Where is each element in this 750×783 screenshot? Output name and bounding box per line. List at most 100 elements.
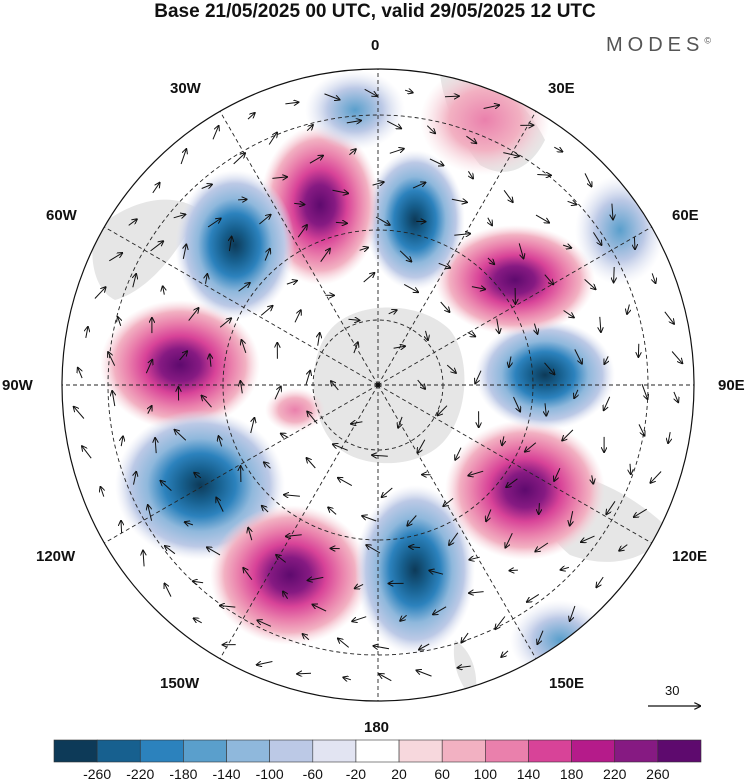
wind-vector bbox=[386, 120, 401, 128]
wind-vector bbox=[163, 286, 165, 295]
wind-vector bbox=[173, 214, 186, 217]
modes-logo: MODES© bbox=[606, 34, 711, 56]
wind-vector bbox=[247, 113, 255, 120]
wind-vector bbox=[121, 436, 123, 447]
wind-vector bbox=[286, 281, 297, 284]
wind-vector bbox=[503, 190, 513, 202]
wind-vector bbox=[403, 283, 418, 292]
wind-vector bbox=[412, 183, 425, 189]
lon-label-0: 0 bbox=[371, 37, 380, 54]
meridian-line bbox=[377, 384, 537, 659]
wind-vector bbox=[443, 498, 454, 506]
lon-label-60w: 60W bbox=[46, 207, 77, 224]
wind-vector bbox=[388, 310, 397, 314]
wind-vector bbox=[409, 547, 421, 548]
wind-vector bbox=[242, 340, 247, 354]
new-zealand-land bbox=[453, 640, 477, 700]
wind-vector bbox=[596, 576, 604, 587]
wind-vector bbox=[143, 551, 144, 567]
colorbar-tick-label: 60 bbox=[434, 766, 450, 782]
wind-vector bbox=[238, 283, 250, 292]
wind-vector bbox=[285, 102, 298, 104]
wind-vector bbox=[433, 606, 447, 615]
wind-vector bbox=[128, 219, 137, 226]
wind-vector bbox=[407, 515, 417, 526]
wind-vector bbox=[630, 463, 631, 474]
wind-vector bbox=[570, 605, 576, 621]
wind-vector bbox=[544, 274, 553, 285]
wind-vector bbox=[634, 508, 647, 517]
south-pole-marker bbox=[375, 382, 381, 388]
wind-vector bbox=[400, 614, 407, 621]
wind-vector bbox=[505, 532, 513, 547]
wind-vector bbox=[250, 418, 255, 434]
wind-vector bbox=[604, 356, 608, 364]
wind-vector bbox=[537, 175, 551, 176]
wind-vector bbox=[574, 389, 578, 398]
wind-vector bbox=[206, 274, 208, 284]
wind-vector bbox=[219, 436, 222, 447]
positive-anomaly bbox=[435, 225, 595, 335]
map-title: Base 21/05/2025 00 UTC, valid 29/05/2025… bbox=[154, 1, 596, 22]
colorbar-tick-label: 260 bbox=[646, 766, 670, 782]
positive-anomaly bbox=[420, 69, 550, 175]
wind-vector bbox=[417, 670, 432, 677]
wind-vector bbox=[294, 310, 301, 323]
wind-vector bbox=[276, 555, 287, 563]
wind-vector bbox=[332, 190, 349, 193]
negative-anomaly bbox=[365, 150, 465, 290]
wind-vector bbox=[94, 287, 106, 299]
wind-vector bbox=[318, 333, 320, 346]
wind-vector bbox=[399, 250, 411, 262]
wind-vector bbox=[581, 535, 595, 542]
wind-vector bbox=[455, 447, 462, 460]
wind-vector bbox=[297, 225, 307, 238]
wind-vector bbox=[562, 245, 571, 248]
wind-vector bbox=[449, 532, 459, 545]
wind-vector bbox=[454, 234, 470, 236]
wind-vector bbox=[375, 216, 390, 225]
wind-vector bbox=[673, 391, 678, 402]
wind-vector bbox=[506, 478, 518, 487]
wind-vector bbox=[101, 487, 104, 497]
colorbar-tick-label: -260 bbox=[83, 766, 112, 782]
wind-vector bbox=[393, 346, 405, 348]
wind-vector bbox=[614, 266, 615, 282]
wind-vector bbox=[183, 245, 186, 260]
wind-vector bbox=[229, 237, 231, 252]
wind-vector bbox=[286, 535, 302, 537]
colorbar-tick-label: -60 bbox=[302, 766, 323, 782]
wind-vector bbox=[534, 323, 537, 334]
colorbar-tick-label: 100 bbox=[473, 766, 498, 782]
wind-vector bbox=[148, 406, 152, 414]
wind-vector bbox=[475, 370, 482, 384]
lon-label-60e: 60E bbox=[672, 207, 699, 224]
wind-vector bbox=[509, 570, 518, 571]
colorbar-tick-label: 220 bbox=[603, 766, 627, 782]
map-boundary bbox=[61, 68, 695, 702]
wind-vector bbox=[78, 368, 83, 379]
wind-vector bbox=[161, 481, 172, 491]
wind-vector bbox=[537, 630, 544, 644]
wind-vector bbox=[509, 356, 511, 367]
wind-vector bbox=[592, 475, 594, 483]
wind-vector bbox=[501, 650, 509, 657]
wind-vector bbox=[604, 396, 611, 410]
wind-vector bbox=[274, 387, 281, 400]
wind-vector bbox=[306, 125, 313, 132]
wind-vector bbox=[419, 643, 430, 650]
wind-vector bbox=[535, 214, 549, 223]
wind-vector bbox=[240, 381, 242, 394]
negative-anomaly bbox=[475, 320, 615, 430]
wind-vector bbox=[584, 279, 596, 289]
wind-vector bbox=[243, 568, 253, 580]
wind-vector bbox=[426, 330, 428, 340]
negative-anomaly bbox=[575, 175, 665, 285]
wind-vector bbox=[503, 152, 519, 157]
wind-vector bbox=[201, 184, 212, 188]
wind-vector bbox=[612, 203, 613, 220]
wind-vector bbox=[313, 605, 327, 612]
wind-vector bbox=[303, 634, 310, 641]
wind-vector bbox=[281, 434, 289, 438]
wind-vector bbox=[488, 217, 492, 226]
